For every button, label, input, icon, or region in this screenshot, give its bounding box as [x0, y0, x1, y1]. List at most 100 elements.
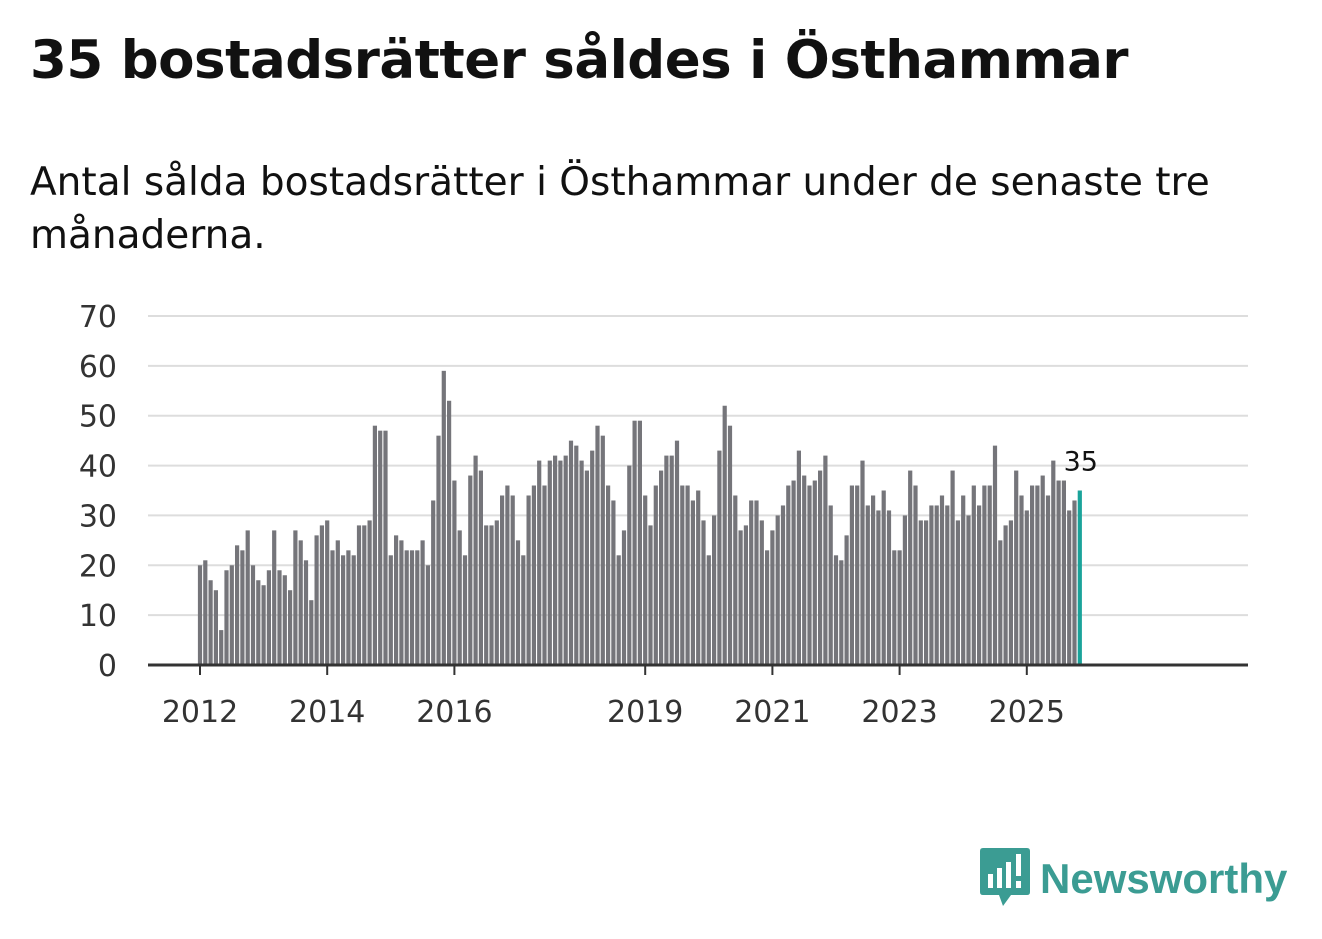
bar	[637, 420, 642, 665]
bar	[1014, 470, 1019, 665]
bar	[1067, 510, 1072, 665]
bar	[971, 485, 976, 665]
bar	[388, 555, 393, 665]
bar	[197, 565, 203, 665]
bar	[775, 515, 780, 665]
bar	[802, 475, 807, 665]
bar	[441, 370, 446, 665]
bar	[1056, 480, 1061, 665]
bar	[844, 535, 849, 665]
bar	[367, 520, 372, 665]
bar	[447, 400, 452, 665]
bar	[807, 485, 812, 665]
bar	[865, 505, 870, 665]
bar-chart: 0 10 20 30 40 50 60 70 2012 2014 2016 2019 2021 2023 2…	[79, 300, 1248, 730]
bar	[786, 485, 791, 665]
bar	[372, 425, 377, 665]
bar	[563, 455, 568, 665]
bar	[876, 510, 881, 665]
bar	[282, 575, 287, 665]
bar	[1003, 525, 1008, 665]
bar	[685, 485, 690, 665]
bar	[717, 450, 722, 665]
bar	[929, 505, 934, 665]
bar-latest	[1077, 490, 1082, 665]
bar	[987, 485, 992, 665]
y-tick-label: 0	[98, 649, 117, 684]
bar	[240, 550, 245, 665]
bar	[526, 495, 531, 665]
bar	[452, 480, 457, 665]
bar	[1019, 495, 1024, 665]
x-tick-label: 2025	[989, 695, 1065, 730]
bar	[696, 490, 701, 665]
y-tick-label: 30	[79, 499, 117, 534]
bar	[542, 485, 547, 665]
bar	[1045, 495, 1051, 665]
bar	[314, 535, 319, 665]
bar	[839, 560, 844, 665]
bar	[743, 525, 748, 665]
bar	[266, 570, 271, 665]
bar-layer	[197, 370, 1082, 665]
bar	[791, 480, 796, 665]
bar	[738, 530, 743, 665]
bar	[1035, 485, 1040, 665]
bar	[892, 550, 897, 665]
bar	[828, 505, 833, 665]
bar	[213, 590, 218, 665]
bar	[346, 550, 351, 665]
bar	[1040, 475, 1045, 665]
bar	[574, 445, 579, 665]
bar	[245, 530, 250, 665]
bar	[1030, 485, 1035, 665]
bar	[256, 580, 261, 665]
bar	[494, 520, 499, 665]
bar	[425, 565, 430, 665]
bar	[902, 515, 907, 665]
bar	[690, 500, 695, 665]
bar	[531, 485, 536, 665]
bar	[584, 470, 589, 665]
axis-layer	[148, 663, 1248, 675]
bar	[833, 555, 839, 665]
bar-chart-speech-bubble-icon	[980, 848, 1030, 906]
bar	[796, 450, 801, 665]
bar	[203, 560, 208, 665]
bar	[871, 495, 876, 665]
chart-title: 35 bostadsrätter såldes i Östhammar	[30, 30, 1129, 91]
bar	[643, 495, 648, 665]
bar	[913, 485, 918, 665]
bar	[770, 530, 775, 665]
bar	[309, 600, 314, 665]
bar	[341, 555, 346, 665]
bar	[934, 505, 939, 665]
bar	[325, 520, 330, 665]
bar	[759, 520, 764, 665]
bar	[733, 495, 738, 665]
newsworthy-logo[interactable]: Newsworthy	[980, 848, 1287, 910]
bar	[553, 455, 558, 665]
bar	[330, 550, 335, 665]
x-tick-label: 2021	[734, 695, 810, 730]
bar	[293, 530, 298, 665]
bar	[229, 565, 234, 665]
bar	[966, 515, 971, 665]
bar	[881, 490, 886, 665]
bar	[674, 440, 680, 665]
bar	[500, 495, 505, 665]
y-tick-label: 40	[79, 450, 117, 485]
bar	[415, 550, 420, 665]
bar	[468, 475, 473, 665]
label-layer: 0 10 20 30 40 50 60 70 2012 2014 2016 2019 2021 2023 2…	[79, 300, 1098, 730]
bar	[462, 555, 468, 665]
bar	[1008, 520, 1013, 665]
bar	[780, 505, 786, 665]
bar	[754, 500, 759, 665]
bar	[404, 550, 409, 665]
bar	[818, 470, 823, 665]
bar	[478, 470, 483, 665]
bar	[918, 520, 923, 665]
bar	[998, 540, 1003, 665]
bar	[473, 455, 478, 665]
